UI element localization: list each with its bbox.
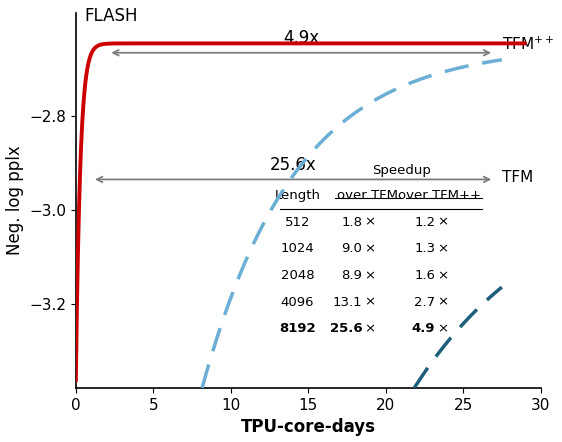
Text: ×: × bbox=[437, 216, 448, 229]
Text: over TFM++: over TFM++ bbox=[398, 189, 482, 202]
Text: 4096: 4096 bbox=[280, 296, 314, 309]
Text: 25.6x: 25.6x bbox=[270, 156, 316, 174]
Text: 8192: 8192 bbox=[279, 323, 316, 335]
Y-axis label: Neg. log pplx: Neg. log pplx bbox=[6, 146, 24, 255]
Text: 2.7: 2.7 bbox=[414, 296, 435, 309]
Text: ×: × bbox=[437, 323, 448, 335]
Text: FLASH: FLASH bbox=[85, 7, 138, 25]
Text: TFM: TFM bbox=[502, 170, 533, 185]
Text: 1.3: 1.3 bbox=[414, 242, 435, 255]
Text: ×: × bbox=[364, 242, 375, 255]
Text: 1.2: 1.2 bbox=[414, 216, 435, 229]
Text: 9.0: 9.0 bbox=[342, 242, 362, 255]
Text: ×: × bbox=[364, 269, 375, 282]
Text: 4.9x: 4.9x bbox=[283, 29, 319, 47]
Text: ×: × bbox=[437, 269, 448, 282]
Text: 13.1: 13.1 bbox=[333, 296, 362, 309]
Text: 1.6: 1.6 bbox=[414, 269, 435, 282]
Text: Speedup: Speedup bbox=[371, 164, 430, 177]
Text: ×: × bbox=[437, 296, 448, 309]
Text: ×: × bbox=[364, 296, 375, 309]
Text: ×: × bbox=[364, 216, 375, 229]
Text: ×: × bbox=[364, 323, 375, 335]
Text: 512: 512 bbox=[284, 216, 310, 229]
Text: 1.8: 1.8 bbox=[341, 216, 362, 229]
Text: TFM$^{++}$: TFM$^{++}$ bbox=[502, 36, 554, 53]
X-axis label: TPU-core-days: TPU-core-days bbox=[241, 419, 375, 436]
Text: 4.9: 4.9 bbox=[412, 323, 435, 335]
Text: 8.9: 8.9 bbox=[342, 269, 362, 282]
Text: ×: × bbox=[437, 242, 448, 255]
Text: 1024: 1024 bbox=[280, 242, 314, 255]
Text: 25.6: 25.6 bbox=[330, 323, 362, 335]
Text: Length: Length bbox=[274, 189, 320, 202]
Text: 2048: 2048 bbox=[280, 269, 314, 282]
Text: over TFM: over TFM bbox=[337, 189, 397, 202]
